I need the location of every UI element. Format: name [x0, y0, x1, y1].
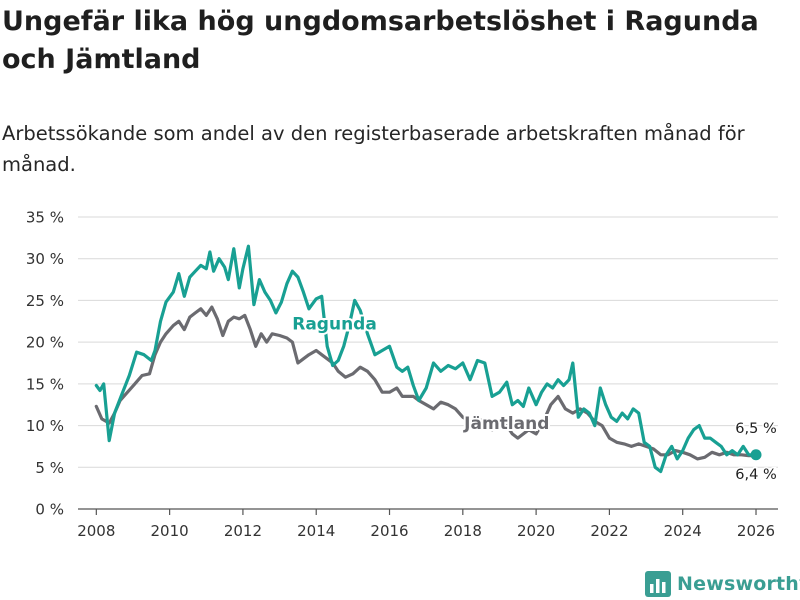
x-tick-label: 2026 — [737, 522, 775, 540]
end-value-label-ragunda: 6,5 % — [735, 421, 776, 437]
series-lines — [94, 244, 762, 474]
y-tick-label: 5 % — [35, 459, 64, 477]
y-tick-label: 30 % — [26, 250, 64, 268]
newsworthy-logo-icon — [645, 571, 671, 597]
x-tick-label: 2010 — [151, 522, 189, 540]
y-tick-label: 20 % — [26, 334, 64, 352]
y-tick-label: 25 % — [26, 292, 64, 310]
x-tick-label: 2016 — [370, 522, 408, 540]
series-line-ragunda — [94, 244, 758, 474]
series-label-ragunda: Ragunda — [292, 315, 377, 335]
chart-subtitle: Arbetssökande som andel av den registerb… — [2, 122, 745, 176]
series-labels: Ragunda Jämtland 6,5 % 6,4 % — [290, 313, 778, 485]
x-tick-label: 2014 — [297, 522, 335, 540]
x-tick-label: 2020 — [517, 522, 555, 540]
end-point-ragunda — [750, 449, 762, 461]
y-axis-tick-labels: 0 % 5 % 10 % 15 % 20 % 25 % 30 % 35 % — [26, 209, 64, 519]
x-tick-label: 2008 — [77, 522, 115, 540]
x-tick-label: 2022 — [590, 522, 628, 540]
y-tick-label: 15 % — [26, 375, 64, 393]
brand-name: Newsworthy — [677, 573, 800, 595]
gridlines — [78, 216, 778, 510]
y-tick-label: 35 % — [26, 209, 64, 227]
brand-logo: Newsworthy — [645, 570, 800, 598]
end-value-label-jamtland: 6,4 % — [735, 467, 776, 483]
series-label-jamtland: Jämtland — [463, 414, 549, 434]
x-tick-label: 2012 — [224, 522, 262, 540]
y-tick-label: 0 % — [35, 501, 64, 519]
x-tick-label: 2024 — [664, 522, 702, 540]
series-line-jamtland — [94, 305, 758, 461]
x-axis: 2008 2010 2012 2014 2016 2018 2020 2022 2024 2026 — [77, 509, 775, 540]
y-tick-label: 10 % — [26, 417, 64, 435]
chart-title: Ungefär lika hög ungdomsarbetslöshet i R… — [2, 6, 759, 75]
x-tick-label: 2018 — [444, 522, 482, 540]
